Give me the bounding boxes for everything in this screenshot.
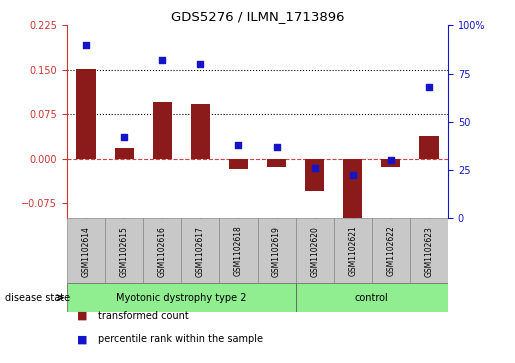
Point — [311, 165, 319, 171]
Bar — [181, 218, 219, 283]
Text: disease state: disease state — [5, 293, 70, 303]
Point — [387, 157, 395, 163]
Text: GSM1102614: GSM1102614 — [81, 226, 91, 277]
Bar — [410, 218, 448, 283]
Bar — [219, 218, 258, 283]
Point — [82, 42, 90, 48]
Text: GSM1102615: GSM1102615 — [119, 226, 129, 277]
Point — [158, 57, 166, 63]
Point — [120, 134, 128, 140]
Title: GDS5276 / ILMN_1713896: GDS5276 / ILMN_1713896 — [171, 10, 344, 23]
Bar — [105, 218, 143, 283]
Bar — [296, 283, 448, 312]
Point — [234, 142, 243, 148]
Point — [349, 172, 357, 178]
Bar — [296, 218, 334, 283]
Text: GSM1102619: GSM1102619 — [272, 226, 281, 277]
Bar — [143, 218, 181, 283]
Text: GSM1102621: GSM1102621 — [348, 226, 357, 276]
Bar — [67, 283, 296, 312]
Text: percentile rank within the sample: percentile rank within the sample — [98, 334, 263, 344]
Text: ■: ■ — [77, 334, 88, 344]
Bar — [267, 159, 286, 167]
Bar — [229, 159, 248, 169]
Bar — [67, 218, 105, 283]
Bar — [191, 104, 210, 159]
Text: ■: ■ — [77, 311, 88, 321]
Point — [196, 61, 204, 67]
Bar — [114, 148, 134, 159]
Text: GSM1102622: GSM1102622 — [386, 226, 396, 276]
Bar — [344, 159, 363, 218]
Text: GSM1102617: GSM1102617 — [196, 226, 205, 277]
Bar — [419, 136, 439, 159]
Bar — [305, 159, 324, 191]
Text: GSM1102623: GSM1102623 — [424, 226, 434, 277]
Text: Myotonic dystrophy type 2: Myotonic dystrophy type 2 — [116, 293, 247, 303]
Text: control: control — [355, 293, 389, 303]
Bar — [258, 218, 296, 283]
Text: GSM1102616: GSM1102616 — [158, 226, 167, 277]
Bar — [153, 102, 172, 159]
Point — [425, 84, 433, 90]
Text: GSM1102620: GSM1102620 — [310, 226, 319, 277]
Text: GSM1102618: GSM1102618 — [234, 226, 243, 276]
Bar — [382, 159, 401, 167]
Text: transformed count: transformed count — [98, 311, 188, 321]
Bar — [76, 69, 96, 159]
Point — [272, 144, 281, 150]
Bar — [372, 218, 410, 283]
Bar — [334, 218, 372, 283]
